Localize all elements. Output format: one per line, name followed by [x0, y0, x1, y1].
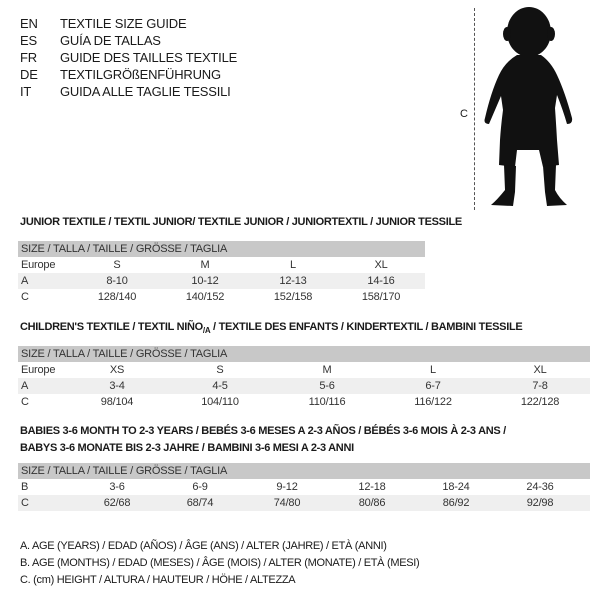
- table-cell: 6-9: [192, 481, 208, 493]
- row-label: A: [21, 380, 29, 392]
- table-cell: 74/80: [273, 497, 301, 509]
- table-cell: 140/152: [185, 291, 225, 303]
- table-row: Europe S M L XL: [18, 257, 425, 273]
- table-cell: 24-36: [526, 481, 554, 493]
- table-cell: L: [290, 259, 296, 271]
- child-silhouette-icon: [484, 7, 573, 206]
- table-row: A 3-4 4-5 5-6 6-7 7-8: [18, 378, 590, 394]
- language-code: DE: [20, 67, 38, 82]
- table-row: A 8-10 10-12 12-13 14-16: [18, 273, 425, 289]
- language-guide-title: TEXTILE SIZE GUIDE: [60, 16, 187, 31]
- table-cell: S: [113, 259, 121, 271]
- table-row: C 98/104 104/110 110/116 116/122 122/128: [18, 394, 590, 410]
- junior-section-title: JUNIOR TEXTILE / TEXTIL JUNIOR/ TEXTILE …: [20, 216, 462, 228]
- legend-item: C. (cm) HEIGHT / ALTURA / HAUTEUR / HÖHE…: [20, 574, 296, 586]
- language-code: EN: [20, 16, 38, 31]
- table-cell: 104/110: [201, 396, 239, 408]
- children-size-table: SIZE / TALLA / TAILLE / GRÖSSE / TAGLIA E…: [18, 346, 590, 410]
- row-label: B: [21, 481, 29, 493]
- language-code: FR: [20, 50, 37, 65]
- language-code: IT: [20, 84, 32, 99]
- table-cell: 68/74: [186, 497, 214, 509]
- table-cell: 110/116: [308, 396, 346, 408]
- table-cell: 80/86: [358, 497, 386, 509]
- table-cell: XL: [374, 259, 388, 271]
- table-cell: 92/98: [526, 497, 554, 509]
- table-cell: 3-6: [109, 481, 125, 493]
- table-cell: 158/170: [361, 291, 401, 303]
- child-silhouette-figure: C: [455, 0, 600, 215]
- height-label: C: [460, 108, 468, 120]
- language-code: ES: [20, 33, 37, 48]
- table-cell: 98/104: [100, 396, 134, 408]
- height-dashed-line: [474, 8, 475, 210]
- table-cell: 10-12: [191, 275, 219, 287]
- table-row: C 62/68 68/74 74/80 80/86 86/92 92/98: [18, 495, 590, 511]
- language-guide-title: TEXTILGRÖßENFÜHRUNG: [60, 67, 221, 82]
- junior-size-table: SIZE / TALLA / TAILLE / GRÖSSE / TAGLIA E…: [18, 241, 425, 305]
- table-cell: 122/128: [520, 396, 560, 408]
- language-guide-title: GUIDE DES TAILLES TEXTILE: [60, 50, 238, 65]
- children-section-title: CHILDREN'S TEXTILE / TEXTIL NIÑO/A / TEX…: [20, 321, 523, 336]
- table-cell: 62/68: [103, 497, 131, 509]
- table-cell: L: [430, 364, 436, 376]
- table-header: SIZE / TALLA / TAILLE / GRÖSSE / TAGLIA: [18, 346, 590, 362]
- table-cell: 8-10: [106, 275, 128, 287]
- table-cell: 86/92: [442, 497, 470, 509]
- row-label: C: [21, 291, 29, 303]
- row-label: Europe: [21, 259, 56, 271]
- table-cell: XS: [109, 364, 125, 376]
- table-cell: 12-18: [358, 481, 386, 493]
- language-guide-title: GUÍA DE TALLAS: [60, 33, 161, 48]
- table-cell: XL: [533, 364, 547, 376]
- row-label: Europe: [21, 364, 56, 376]
- table-cell: 12-13: [279, 275, 307, 287]
- table-cell: 152/158: [273, 291, 313, 303]
- babies-section-title-line1: BABIES 3-6 MONTH TO 2-3 YEARS / BEBÉS 3-…: [20, 425, 506, 437]
- row-label: A: [21, 275, 29, 287]
- row-label: C: [21, 497, 29, 509]
- babies-size-table: SIZE / TALLA / TAILLE / GRÖSSE / TAGLIA B…: [18, 463, 590, 511]
- table-cell: M: [200, 259, 210, 271]
- row-label: C: [21, 396, 29, 408]
- table-cell: M: [322, 364, 332, 376]
- table-row: C 128/140 140/152 152/158 158/170: [18, 289, 425, 305]
- table-row: B 3-6 6-9 9-12 12-18 18-24 24-36: [18, 479, 590, 495]
- language-guide-title: GUIDA ALLE TAGLIE TESSILI: [60, 84, 231, 99]
- table-cell: 14-16: [367, 275, 395, 287]
- table-header: SIZE / TALLA / TAILLE / GRÖSSE / TAGLIA: [18, 241, 425, 257]
- table-cell: 7-8: [532, 380, 548, 392]
- table-cell: 18-24: [442, 481, 470, 493]
- table-header: SIZE / TALLA / TAILLE / GRÖSSE / TAGLIA: [18, 463, 590, 479]
- table-cell: 4-5: [212, 380, 228, 392]
- table-cell: 128/140: [97, 291, 137, 303]
- table-cell: 116/122: [414, 396, 452, 408]
- table-cell: 3-4: [109, 380, 125, 392]
- table-cell: 6-7: [425, 380, 441, 392]
- table-cell: S: [216, 364, 224, 376]
- table-cell: 5-6: [319, 380, 335, 392]
- legend-item: B. AGE (MONTHS) / EDAD (MESES) / ÂGE (MO…: [20, 557, 420, 569]
- legend-item: A. AGE (YEARS) / EDAD (AÑOS) / ÂGE (ANS)…: [20, 540, 387, 552]
- babies-section-title-line2: BABYS 3-6 MONATE BIS 2-3 JAHRE / BAMBINI…: [20, 442, 354, 454]
- table-row: Europe XS S M L XL: [18, 362, 590, 378]
- table-cell: 9-12: [276, 481, 298, 493]
